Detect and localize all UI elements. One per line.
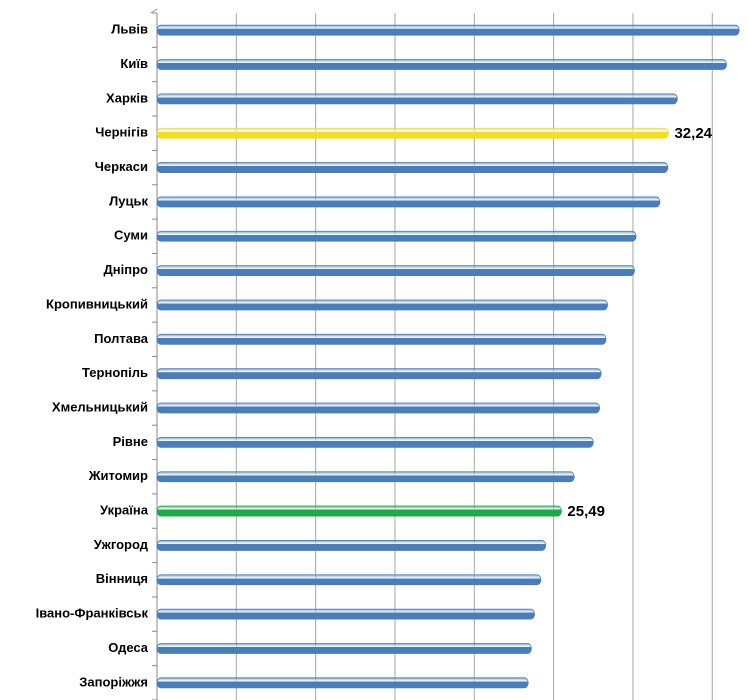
y-tick-label: Чернігів	[95, 125, 148, 140]
bar	[156, 608, 535, 620]
bar	[156, 59, 727, 70]
y-tick-label: Черкаси	[95, 159, 148, 174]
bar	[156, 436, 594, 448]
value-label: 32,24	[674, 125, 712, 142]
value-label: 25,49	[567, 503, 605, 520]
bar	[156, 368, 602, 380]
y-tick-label: Тернопіль	[82, 365, 148, 380]
y-tick-label: Хмельницький	[52, 399, 148, 414]
bar	[156, 162, 669, 173]
y-tick-label: Київ	[120, 56, 148, 71]
y-tick-label: Запоріжжя	[79, 674, 148, 689]
y-tick-label: Львів	[111, 22, 148, 37]
y-tick-label: Україна	[100, 503, 149, 518]
bar	[156, 333, 607, 345]
bar	[156, 127, 669, 139]
bar	[156, 299, 608, 311]
y-tick-label: Івано-Франківськ	[36, 606, 149, 621]
bar	[156, 93, 678, 105]
y-tick-label: Ужгород	[94, 537, 149, 552]
bar	[156, 402, 601, 414]
frame-line	[150, 8, 158, 14]
bar	[156, 230, 637, 242]
bar	[156, 677, 529, 689]
y-tick-label: Суми	[114, 228, 148, 243]
y-tick-label: Житомир	[88, 468, 148, 483]
bar	[156, 574, 542, 586]
bar	[156, 471, 575, 483]
y-tick-label: Вінниця	[96, 571, 148, 586]
y-tick-label: Рівне	[113, 434, 148, 449]
bar	[156, 643, 532, 654]
bar	[156, 505, 562, 517]
y-tick-label: Полтава	[94, 331, 149, 346]
bar	[156, 265, 635, 277]
y-tick-label: Луцьк	[109, 193, 148, 208]
bar	[156, 196, 661, 208]
y-tick-label: Кропивницький	[46, 296, 148, 311]
y-tick-label: Одеса	[108, 640, 148, 655]
y-tick-label: Дніпро	[104, 262, 149, 277]
bar	[156, 24, 740, 36]
bar	[156, 540, 547, 551]
y-tick-label: Харків	[106, 90, 148, 105]
